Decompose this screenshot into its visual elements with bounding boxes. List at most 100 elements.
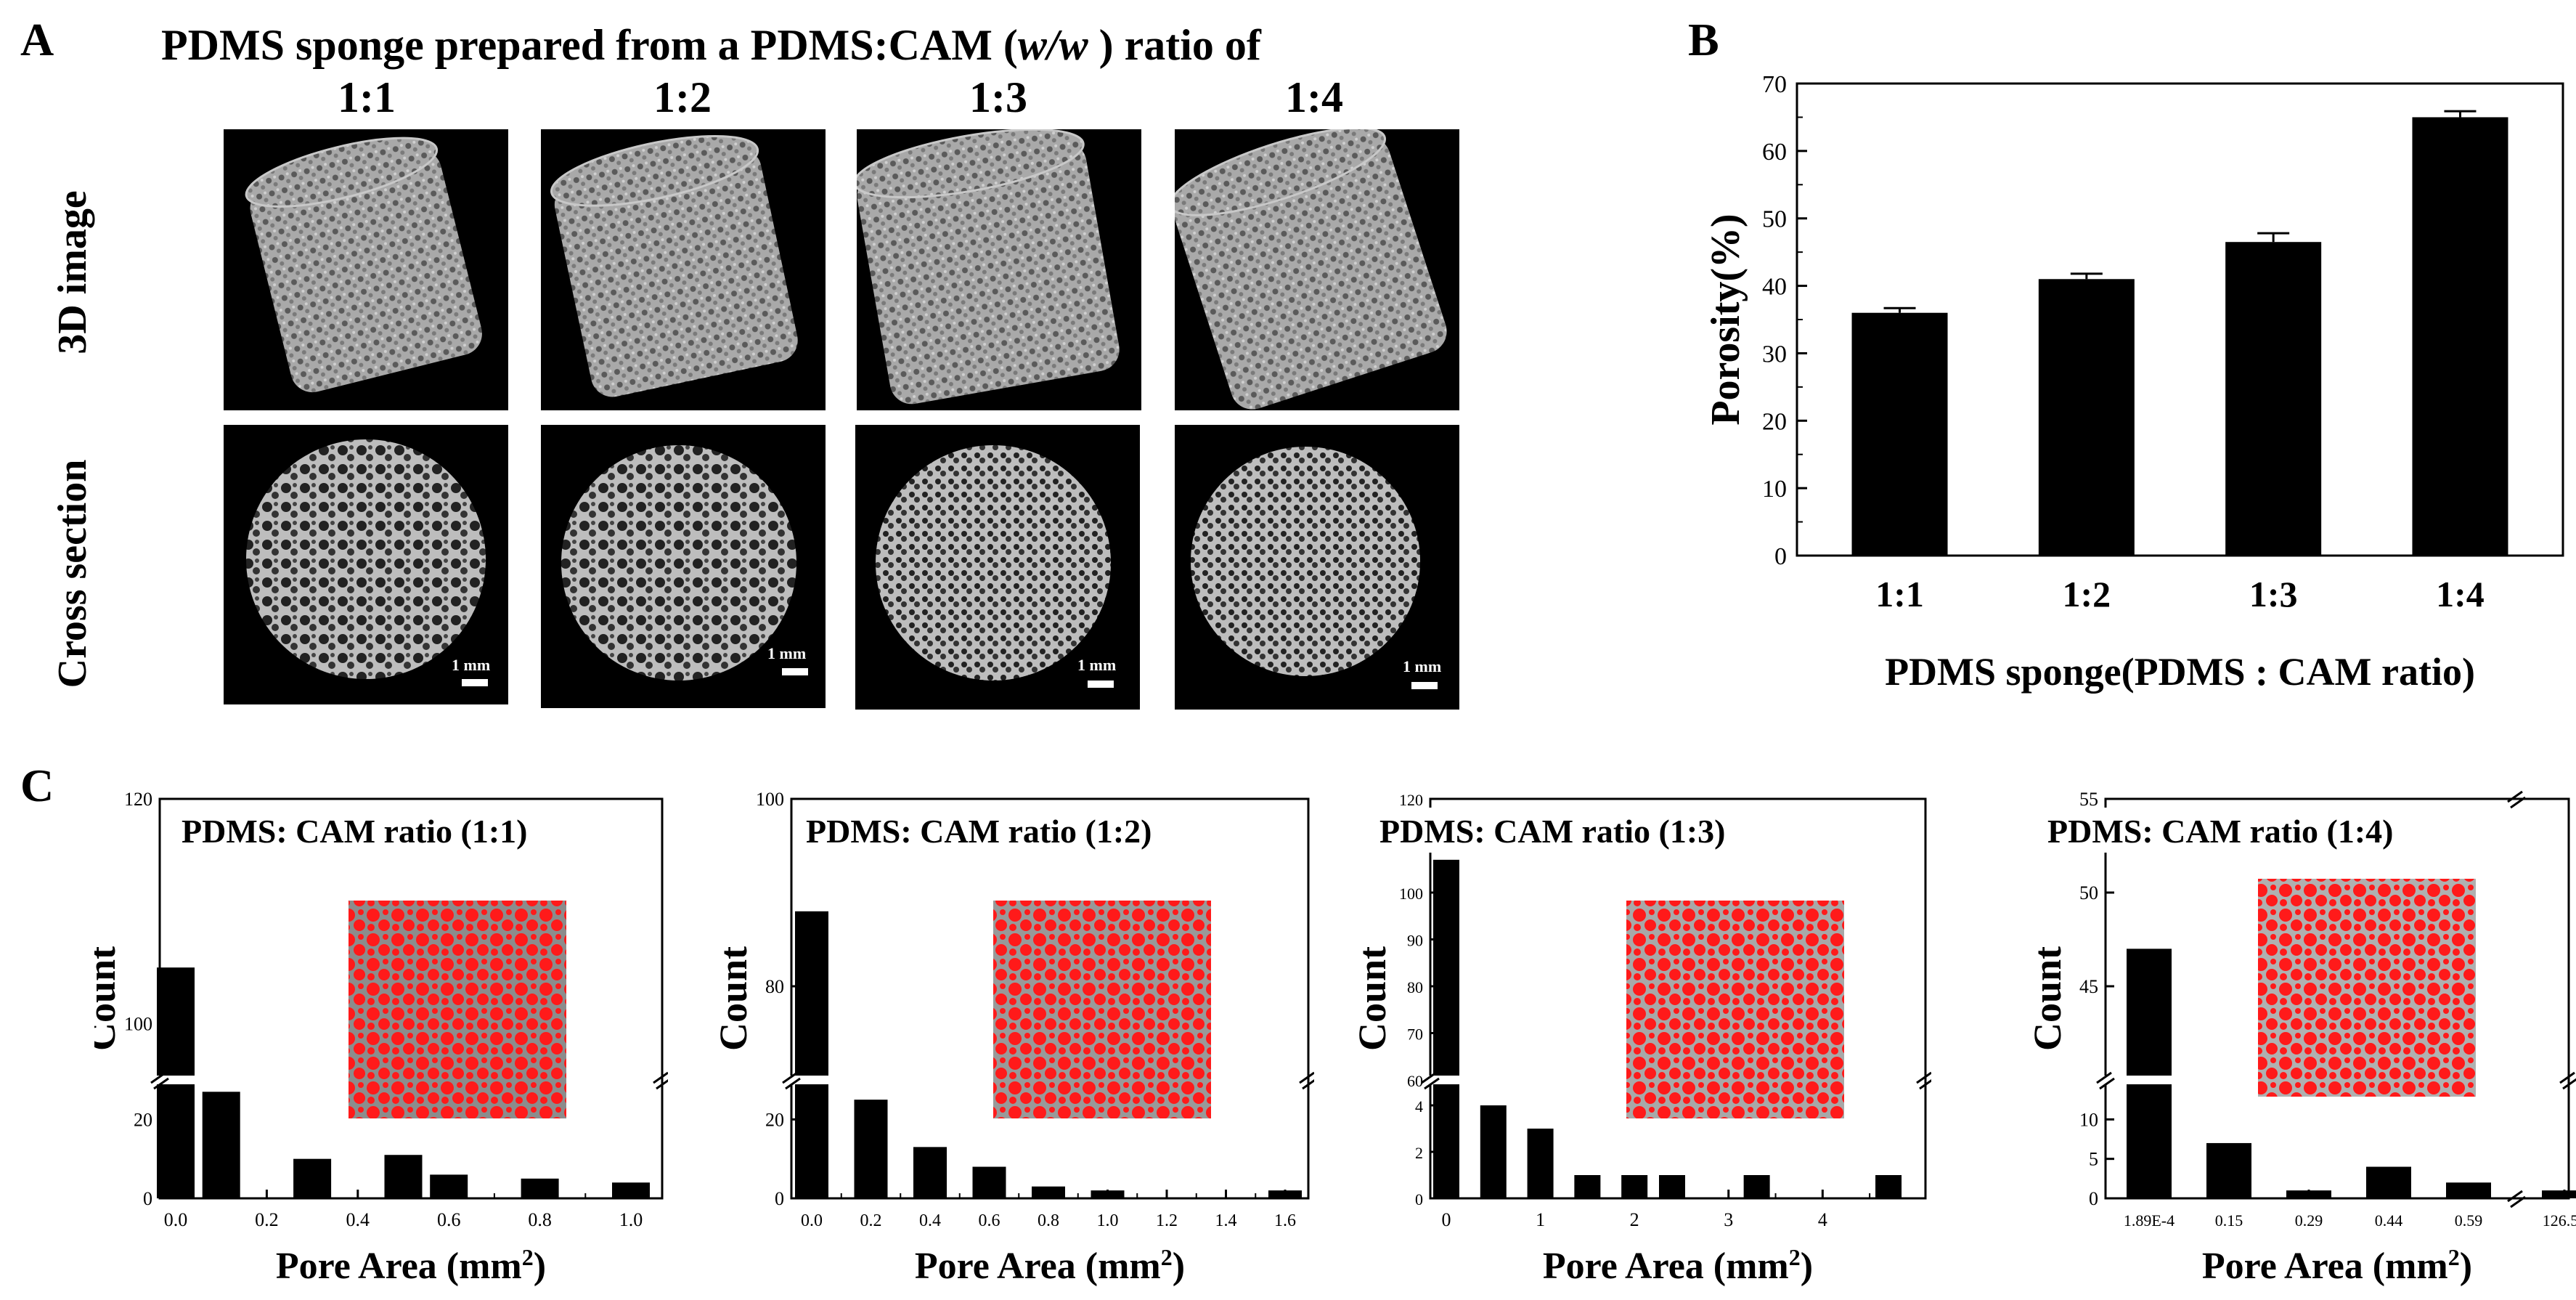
x-axis-title: Pore Area (mm2) (1543, 1244, 1813, 1287)
bar (2038, 279, 2135, 556)
title-background (800, 808, 1207, 853)
y-tick-label: 0 (2089, 1188, 2098, 1209)
y-tick-label: 30 (1762, 341, 1787, 367)
y-axis-title: Count (1350, 946, 1394, 1051)
x-tick-label: 0.44 (2375, 1211, 2403, 1230)
x-tick-label: 4 (1818, 1209, 1827, 1230)
x-tick-label: 0.6 (437, 1209, 461, 1230)
histogram-title: PDMS: CAM ratio (1:4) (2047, 813, 2393, 850)
segmented-pore-image (993, 901, 1211, 1118)
x-tick-label: 2 (1630, 1209, 1639, 1230)
x-tick-label: 0.8 (1038, 1211, 1059, 1230)
x-tick-label: 0.4 (346, 1209, 370, 1230)
scale-bar-label: 1 mm (452, 656, 491, 674)
cross-section-image: 1 mm (224, 425, 508, 704)
y-tick-label: 100 (1399, 885, 1423, 903)
histogram-1-2: 0 20 80 100 0.0 0.2 0.4 0.6 0.8 1.0 1.2 1.4 1.6 PDMS… (712, 789, 1314, 1287)
x-tick-label: 0.2 (255, 1209, 279, 1230)
axis-break-mark (2510, 796, 2526, 809)
axis-break-mark (2096, 1071, 2112, 1084)
x-tick-label: 0 (1442, 1209, 1451, 1230)
y-tick-label: 70 (1407, 1025, 1423, 1044)
scale-bar (1088, 681, 1114, 688)
ratio-label: 1:1 (338, 73, 396, 121)
y-tick-label: 100 (756, 789, 784, 810)
axis-break-mark (1302, 1078, 1314, 1090)
x-tick-label: 1.2 (1156, 1211, 1178, 1230)
y-tick-label: 60 (1407, 1072, 1423, 1090)
histogram-bar (1527, 1129, 1554, 1198)
x-tick-label: 1:1 (1875, 574, 1924, 614)
axis-break-mark (2507, 1190, 2523, 1203)
plot-frame (2104, 797, 2570, 1200)
x-tick-label: 0.0 (164, 1209, 188, 1230)
bar (2412, 117, 2508, 556)
histogram-bar (1480, 1105, 1507, 1198)
y-tick-label: 2 (1415, 1144, 1423, 1162)
y-tick-label: 10 (2079, 1109, 2098, 1130)
axis-break-mark (2559, 1071, 2575, 1084)
segmented-pore-image (1626, 901, 1844, 1118)
histogram-bar (2542, 1190, 2576, 1198)
x-tick-label: 1:2 (2063, 574, 2111, 614)
y-tick-label: 70 (1762, 71, 1787, 98)
y-tick-label: 120 (1399, 791, 1423, 809)
y-axis-title: Porosity(%) (1703, 214, 1748, 425)
segmented-pore-image (2258, 879, 2476, 1097)
y-tick-label: 0 (143, 1188, 152, 1209)
histogram-bar (384, 1155, 423, 1198)
histogram-title: PDMS: CAM ratio (1:1) (182, 813, 527, 850)
axis-break-mark (2510, 1195, 2526, 1208)
axis-break-mark (2099, 1077, 2115, 1090)
axis-break-mark (782, 1071, 798, 1084)
histogram-bar (1743, 1175, 1770, 1198)
y-axis-title: Count (712, 946, 755, 1051)
title-background (1374, 808, 1780, 853)
y-tick-label: 5 (2089, 1149, 2098, 1170)
cylinder-3d-image (857, 129, 1141, 410)
x-tick-label: 1 (1536, 1209, 1545, 1230)
y-tick-label: 50 (2079, 882, 2098, 903)
cross-section-image: 1 mm (541, 425, 826, 708)
axis-break-gap (787, 1076, 831, 1084)
x-tick-label: 0.29 (2295, 1211, 2323, 1230)
histogram-bar (2127, 948, 2172, 1198)
axis-break-mark (785, 1077, 801, 1090)
cylinder-3d-image (224, 129, 508, 410)
histogram-bar (2206, 1142, 2251, 1198)
cross-section-image: 1 mm (855, 425, 1140, 710)
x-tick-label: 1:4 (2436, 574, 2485, 614)
axis-break-mark (1421, 1071, 1437, 1084)
x-axis-title: Pore Area (mm2) (2202, 1244, 2472, 1287)
histogram-1-3: 0246070809010011012001234 PDMS: CAM rati… (1350, 791, 1931, 1287)
x-tick-label: 3 (1724, 1209, 1733, 1230)
panel-letter-b: B (1688, 14, 1719, 65)
histogram-bar (1433, 859, 1459, 1198)
scale-bar-label: 1 mm (1403, 657, 1442, 675)
y-tick-label: 120 (124, 789, 152, 810)
x-tick-label: 1.4 (1215, 1211, 1237, 1230)
scale-bar (462, 679, 488, 686)
x-tick-label: 0.15 (2215, 1211, 2243, 1230)
axis-break-mark (1299, 1071, 1314, 1084)
scale-bar (1411, 682, 1438, 689)
axis-break-gap (155, 1076, 197, 1084)
panel-letter-c: C (20, 760, 54, 811)
scale-bar-label: 1 mm (1077, 656, 1117, 674)
y-tick-label: 20 (765, 1109, 784, 1130)
ratio-label: 1:3 (969, 73, 1027, 121)
panel-a-title: PDMS sponge prepared from a PDMS:CAM (w/… (161, 21, 1261, 69)
y-tick-label: 50 (1762, 206, 1787, 233)
x-tick-label: 0.8 (528, 1209, 552, 1230)
y-tick-label: 100 (124, 1014, 152, 1035)
axis-break-mark (653, 1071, 668, 1084)
y-tick-label: 55 (2079, 789, 2098, 810)
histogram-bar (1875, 1175, 1902, 1198)
row-label-cross-section: Cross section (50, 459, 95, 688)
histogram-title: PDMS: CAM ratio (1:2) (806, 813, 1152, 850)
segmented-pore-image (349, 901, 566, 1118)
porosity-bar-chart: 0 10 20 30 40 50 60 70 1:1 1:2 1:3 1:4 PDMS sponge(P… (1703, 71, 2564, 694)
ratio-label: 1:2 (653, 73, 712, 121)
y-tick-label: 10 (1762, 476, 1787, 503)
bar (2225, 242, 2322, 556)
